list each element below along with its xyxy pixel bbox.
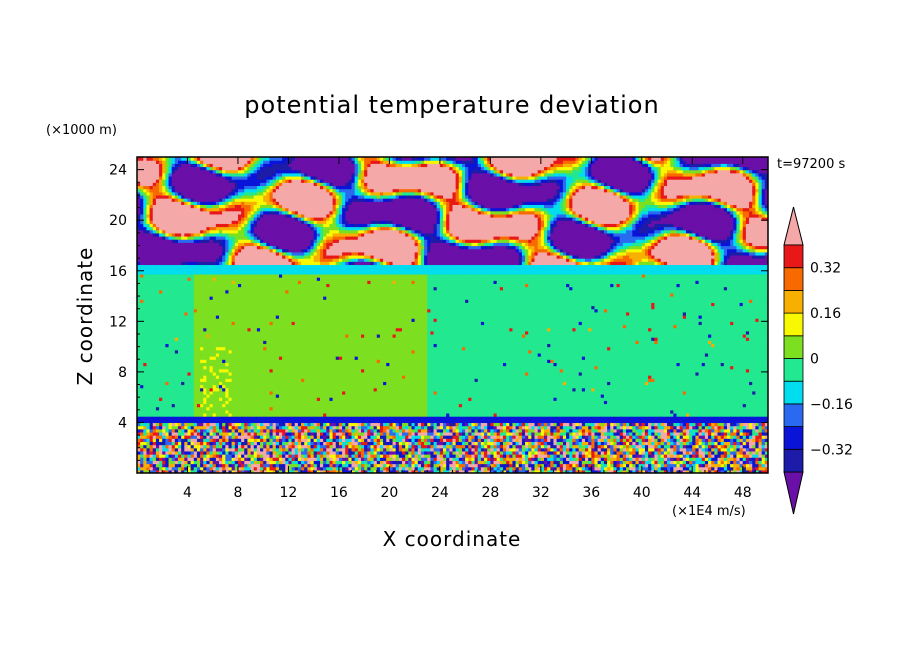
time-label: t=97200 s <box>777 157 845 172</box>
chart-title: potential temperature deviation <box>244 91 659 119</box>
y-axis-unit: (×1000 m) <box>46 123 117 138</box>
contour-field <box>137 157 769 474</box>
